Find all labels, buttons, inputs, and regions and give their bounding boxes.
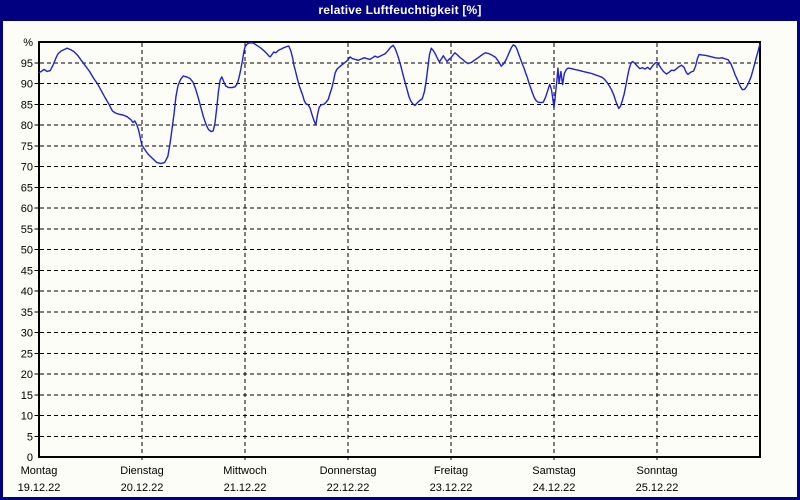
humidity-line-series: [38, 42, 761, 165]
y-axis-label: 90: [21, 79, 33, 91]
title-bar: relative Luftfeuchtigkeit [%]: [0, 0, 800, 21]
y-axis-label: 5: [27, 431, 33, 443]
y-axis-label: 95: [21, 58, 33, 70]
chart-title: relative Luftfeuchtigkeit [%]: [318, 3, 482, 17]
x-axis-day-label: Dienstag: [120, 465, 163, 477]
y-axis-label: 70: [21, 162, 33, 174]
y-axis-label: 30: [21, 328, 33, 340]
y-axis-label: 20: [21, 369, 33, 381]
x-axis-date-label: 24.12.22: [533, 482, 576, 494]
y-axis-label: 40: [21, 286, 33, 298]
x-axis-day-label: Mittwoch: [223, 465, 266, 477]
x-axis-date-label: 20.12.22: [121, 482, 164, 494]
x-axis-day-label: Samstag: [532, 465, 575, 477]
y-axis-label: 25: [21, 348, 33, 360]
y-axis-label: 15: [21, 390, 33, 402]
y-axis-label: 75: [21, 141, 33, 153]
y-axis-label: 60: [21, 203, 33, 215]
y-axis-label: 65: [21, 182, 33, 194]
x-axis-day-label: Montag: [21, 465, 58, 477]
y-axis-label: 55: [21, 224, 33, 236]
x-axis-date-label: 23.12.22: [430, 482, 473, 494]
y-axis-label: 35: [21, 307, 33, 319]
plot-frame: [38, 41, 761, 458]
x-axis-day-label: Freitag: [434, 465, 468, 477]
x-axis-date-label: 19.12.22: [18, 482, 61, 494]
x-axis-date-label: 21.12.22: [224, 482, 267, 494]
y-axis-label: 85: [21, 99, 33, 111]
x-axis-day-label: Sonntag: [637, 465, 678, 477]
y-axis-label: 45: [21, 265, 33, 277]
y-axis-label: 80: [21, 120, 33, 132]
x-axis-date-label: 22.12.22: [327, 482, 370, 494]
y-axis-label: 0: [27, 452, 33, 464]
y-axis-label: 50: [21, 245, 33, 257]
y-axis-unit-label: %: [23, 37, 33, 49]
y-axis-label: 10: [21, 411, 33, 423]
x-axis-day-label: Donnerstag: [320, 465, 377, 477]
x-axis-date-label: 25.12.22: [636, 482, 679, 494]
